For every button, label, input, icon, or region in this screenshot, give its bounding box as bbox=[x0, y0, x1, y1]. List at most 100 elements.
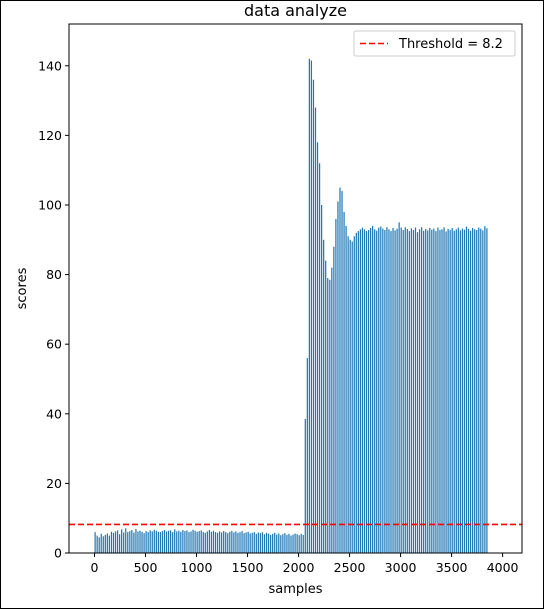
bar bbox=[265, 532, 268, 553]
bar bbox=[192, 529, 194, 553]
bar bbox=[112, 532, 115, 553]
bar bbox=[167, 530, 170, 553]
bar bbox=[121, 529, 123, 553]
bar bbox=[300, 533, 302, 553]
bar bbox=[400, 227, 402, 553]
bar bbox=[280, 535, 282, 553]
x-tick-label: 2000 bbox=[283, 560, 315, 575]
bar bbox=[255, 533, 257, 553]
bar bbox=[435, 231, 437, 553]
bar bbox=[116, 530, 119, 553]
bar bbox=[386, 227, 388, 553]
bar bbox=[212, 530, 215, 553]
bar bbox=[333, 246, 335, 553]
bar bbox=[412, 230, 415, 553]
bar bbox=[457, 227, 459, 553]
bar bbox=[312, 79, 315, 554]
y-tick-label: 140 bbox=[38, 58, 62, 73]
bar bbox=[218, 531, 221, 553]
bar bbox=[427, 230, 429, 553]
bar bbox=[302, 534, 304, 553]
bar bbox=[288, 533, 290, 553]
x-tick-label: 1000 bbox=[181, 560, 213, 575]
bar bbox=[149, 530, 151, 553]
bar bbox=[390, 231, 392, 553]
bar bbox=[182, 530, 184, 553]
bar bbox=[235, 531, 237, 553]
bar bbox=[227, 533, 229, 553]
bar bbox=[249, 533, 251, 553]
bar bbox=[331, 267, 333, 553]
bar bbox=[180, 531, 182, 553]
bar bbox=[196, 531, 198, 553]
bar bbox=[292, 534, 294, 553]
bar bbox=[298, 535, 300, 553]
bar bbox=[202, 532, 204, 553]
bar bbox=[143, 533, 145, 553]
bar bbox=[425, 228, 427, 554]
bar bbox=[443, 227, 445, 553]
bar bbox=[104, 534, 106, 553]
x-tick-label: 1500 bbox=[232, 560, 264, 575]
bar bbox=[323, 239, 325, 554]
bar bbox=[225, 532, 227, 553]
bar bbox=[369, 227, 372, 553]
bar bbox=[135, 528, 137, 553]
bar bbox=[261, 532, 264, 553]
bar bbox=[190, 531, 192, 553]
bar bbox=[351, 241, 353, 553]
bar bbox=[382, 228, 384, 554]
bar bbox=[284, 533, 286, 553]
bar bbox=[239, 532, 241, 553]
bar bbox=[410, 228, 413, 553]
bar bbox=[259, 533, 262, 553]
bar bbox=[396, 228, 398, 554]
bar bbox=[206, 531, 208, 553]
bar bbox=[459, 230, 461, 553]
x-tick-label: 3000 bbox=[385, 560, 417, 575]
bar bbox=[433, 228, 435, 554]
bar bbox=[208, 530, 211, 553]
bar bbox=[263, 534, 266, 553]
bar bbox=[347, 236, 349, 553]
bar bbox=[402, 230, 404, 553]
bar bbox=[310, 60, 313, 554]
bar bbox=[337, 201, 339, 554]
bar bbox=[474, 229, 476, 554]
y-axis-label: scores bbox=[15, 267, 30, 309]
bar bbox=[374, 229, 376, 554]
bar bbox=[106, 533, 108, 553]
bar bbox=[447, 228, 449, 554]
bar bbox=[482, 230, 484, 553]
bar bbox=[406, 228, 408, 554]
bar bbox=[172, 532, 174, 553]
bar bbox=[269, 534, 272, 553]
bar bbox=[431, 229, 433, 554]
bar bbox=[253, 532, 255, 553]
bar bbox=[321, 204, 323, 553]
bar bbox=[155, 530, 157, 553]
bar bbox=[455, 229, 457, 554]
bar bbox=[469, 230, 472, 553]
bar bbox=[229, 531, 231, 553]
bar bbox=[308, 58, 310, 553]
bar bbox=[306, 358, 308, 553]
bar bbox=[420, 227, 423, 553]
bar bbox=[100, 533, 102, 553]
y-tick-label: 120 bbox=[38, 128, 62, 143]
x-tick-label: 2500 bbox=[334, 560, 366, 575]
bar bbox=[416, 232, 419, 553]
bar bbox=[200, 530, 202, 553]
bar bbox=[278, 533, 280, 553]
bar bbox=[125, 528, 127, 553]
bar bbox=[247, 531, 249, 553]
bar bbox=[141, 531, 143, 553]
bar bbox=[153, 529, 155, 553]
bar bbox=[465, 226, 468, 553]
bar bbox=[472, 227, 474, 553]
bar bbox=[451, 227, 453, 553]
bar bbox=[353, 236, 355, 553]
bar bbox=[114, 531, 117, 553]
